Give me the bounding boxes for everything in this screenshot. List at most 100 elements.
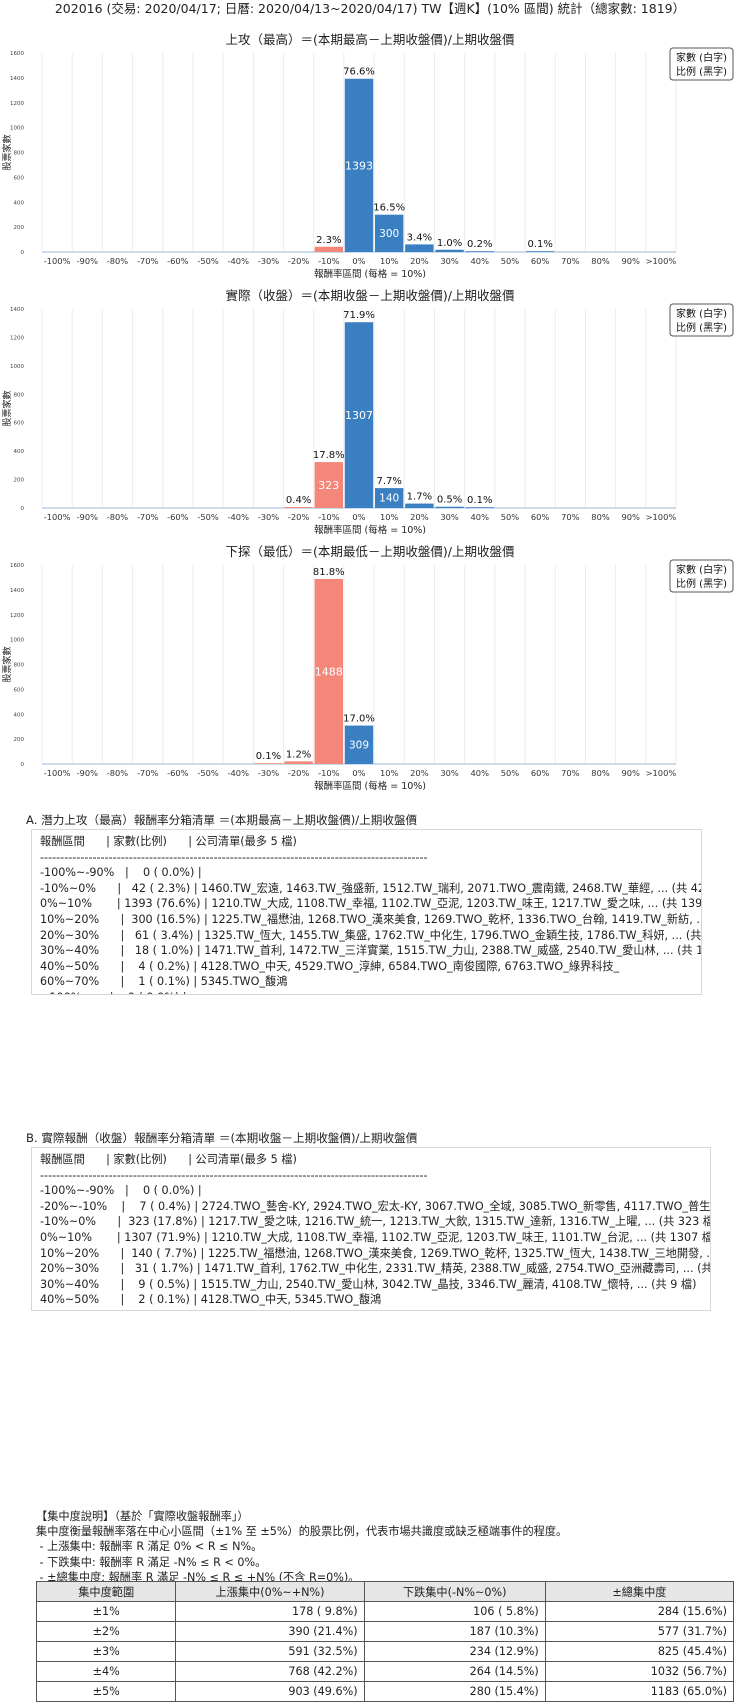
cell-total: 825 (45.4%) <box>544 1641 735 1662</box>
cell-down: 234 (12.9%) <box>363 1641 546 1662</box>
section-b-line: 20%~30% | 31 ( 1.7%) | 1471.TW_首利, 1762.… <box>40 1262 711 1276</box>
chart-title: 實際（收盤）＝(本期收盤－上期收盤價)/上期收盤價 <box>226 288 515 303</box>
x-tick-label: -80% <box>107 256 129 266</box>
cell-down: 280 (15.4%) <box>363 1681 546 1702</box>
x-tick-label: >100% <box>646 512 677 522</box>
bar <box>435 249 464 252</box>
section-a-line: 60%~70% | 1 ( 0.1%) | 5345.TWO_馥鴻 <box>40 975 288 989</box>
x-tick-label: >100% <box>646 256 677 266</box>
x-tick-label: 0% <box>352 256 365 266</box>
bar-percent-label: 1.2% <box>286 749 311 760</box>
y-tick-label: 1000 <box>10 126 24 132</box>
bar-percent-label: 76.6% <box>343 67 375 78</box>
bar-percent-label: 1.7% <box>407 492 432 503</box>
y-tick-label: 400 <box>14 712 25 718</box>
x-tick-label: -100% <box>44 768 71 778</box>
y-tick-label: 1600 <box>10 563 24 569</box>
bar-percent-label: 17.0% <box>343 714 375 725</box>
chart-downside-low: 下探（最低）＝(本期最低－上期收盤價)/上期收盤價 0 200 400 600 800 10… <box>1 544 734 790</box>
header-total: ±總集中度 <box>544 1581 735 1602</box>
x-tick-label: 0% <box>352 768 365 778</box>
section-a-title: A. 潛力上攻（最高）報酬率分箱清單 ＝(本期最高－上期收盤價)/上期收盤價 <box>26 813 418 827</box>
section-b-line: 0%~10% | 1307 (71.9%) | 1210.TW_大成, 1108… <box>40 1230 711 1244</box>
x-tick-label: -20% <box>288 768 310 778</box>
page-title: 202016 (交易: 2020/04/17; 日曆: 2020/04/13~2… <box>54 1 686 16</box>
cell-up: 768 (42.2%) <box>175 1661 365 1682</box>
x-tick-label: 90% <box>621 256 640 266</box>
legend-count-label: 家數 (白字) <box>676 51 727 64</box>
x-tick-label: -100% <box>44 512 71 522</box>
x-tick-label: -20% <box>288 256 310 266</box>
legend-box <box>669 47 734 81</box>
bar-count-label: 323 <box>318 479 339 492</box>
bar-percent-label: 3.4% <box>407 232 432 243</box>
x-tick-label: -60% <box>167 256 189 266</box>
y-tick-label: 1400 <box>10 76 24 82</box>
bar-percent-label: 0.5% <box>437 495 462 506</box>
x-tick-label: -30% <box>258 768 280 778</box>
x-tick-label: 30% <box>440 256 459 266</box>
section-b-line: -10%~0% | 323 (17.8%) | 1217.TW_愛之味, 121… <box>40 1215 711 1229</box>
legend-box <box>669 559 734 593</box>
section-a-line: 30%~40% | 18 ( 1.0%) | 1471.TW_首利, 1472.… <box>40 944 702 958</box>
x-tick-label: 70% <box>561 768 580 778</box>
x-tick-label: 70% <box>561 256 580 266</box>
y-tick-label: 1000 <box>10 638 24 644</box>
x-tick-label: -20% <box>288 512 310 522</box>
x-tick-label: -50% <box>197 768 219 778</box>
x-tick-label: -50% <box>197 512 219 522</box>
bar-percent-label: 0.4% <box>286 495 311 506</box>
bar <box>435 506 464 508</box>
y-axis-label: 股票家數 <box>1 390 13 426</box>
y-tick-label: 1200 <box>10 613 24 619</box>
x-tick-label: 30% <box>440 768 459 778</box>
bar <box>314 578 343 764</box>
section-a-line: >100% | 0 ( 0.0%) | <box>40 990 693 994</box>
y-tick-label: 800 <box>14 663 25 669</box>
x-tick-label: 40% <box>471 768 490 778</box>
bar <box>405 244 434 252</box>
concentration-note-line: - ±總集中度: 報酬率 R 滿足 -N% ≤ R ≤ +N% (不含 R=0%… <box>36 1570 360 1584</box>
x-tick-label: -90% <box>77 512 99 522</box>
cell-range: ±1% <box>35 1601 177 1622</box>
x-tick-label: -10% <box>318 512 340 522</box>
section-b-list: 報酬區間 | 家數(比例) | 公司清單(最多 5 檔) ------------… <box>31 1147 711 1311</box>
chart-actual-close: 實際（收盤）＝(本期收盤－上期收盤價)/上期收盤價 0 200 400 600 800 10… <box>1 288 734 534</box>
x-tick-label: 90% <box>621 512 640 522</box>
bar <box>344 725 374 764</box>
table-row: ±5% 903 (49.6%) 280 (15.4%) 1183 (65.0%) <box>35 1681 735 1702</box>
bar <box>465 251 494 252</box>
section-a-line: 10%~20% | 300 (16.5%) | 1225.TW_福懋油, 126… <box>40 912 702 926</box>
bar <box>375 214 404 252</box>
bar-percent-label: 7.7% <box>376 476 401 487</box>
x-tick-label: -60% <box>167 768 189 778</box>
x-tick-label: 10% <box>380 768 399 778</box>
bar <box>284 761 313 764</box>
y-tick-label: 200 <box>14 225 25 231</box>
x-axis-label: 報酬率區間 (每格 = 10%) <box>314 524 426 534</box>
table-row: ±1% 178 ( 9.8%) 106 ( 5.8%) 284 (15.6%) <box>35 1601 735 1622</box>
bar-percent-label: 16.5% <box>373 203 405 214</box>
x-tick-label: 90% <box>621 768 640 778</box>
bar <box>284 507 313 508</box>
x-tick-label: -70% <box>137 512 159 522</box>
cell-up: 903 (49.6%) <box>175 1681 365 1702</box>
x-tick-label: -60% <box>167 512 189 522</box>
x-tick-label: 50% <box>501 256 520 266</box>
x-tick-label: -40% <box>228 768 250 778</box>
cell-range: ±4% <box>35 1661 177 1682</box>
cell-up: 390 (21.4%) <box>175 1621 365 1642</box>
section-b-line: -100%~-90% | 0 ( 0.0%) | <box>40 1184 202 1198</box>
header-down: 下跌集中(-N%~0%) <box>363 1581 546 1602</box>
y-tick-label: 0 <box>21 506 25 512</box>
legend-box <box>669 303 734 337</box>
concentration-note-line: 【集中度說明】（基於「實際收盤報酬率」） <box>36 1510 249 1523</box>
cell-range: ±5% <box>35 1681 177 1702</box>
section-b-line: ----------------------------------------… <box>40 1168 428 1182</box>
legend-percent-label: 比例 (黑字) <box>676 577 727 590</box>
x-tick-label: >100% <box>646 768 677 778</box>
concentration-note-line: 集中度衡量報酬率落在中心小區間（±1% 至 ±5%）的股票比例，代表市場共識度或… <box>36 1525 568 1539</box>
x-tick-label: -80% <box>107 512 129 522</box>
concentration-notes: 【集中度說明】（基於「實際收盤報酬率」） 集中度衡量報酬率落在中心小區間（±1% … <box>36 1509 567 1585</box>
section-b-title: B. 實際報酬（收盤）報酬率分箱清單 ＝(本期收盤－上期收盤價)/上期收盤價 <box>26 1131 418 1145</box>
